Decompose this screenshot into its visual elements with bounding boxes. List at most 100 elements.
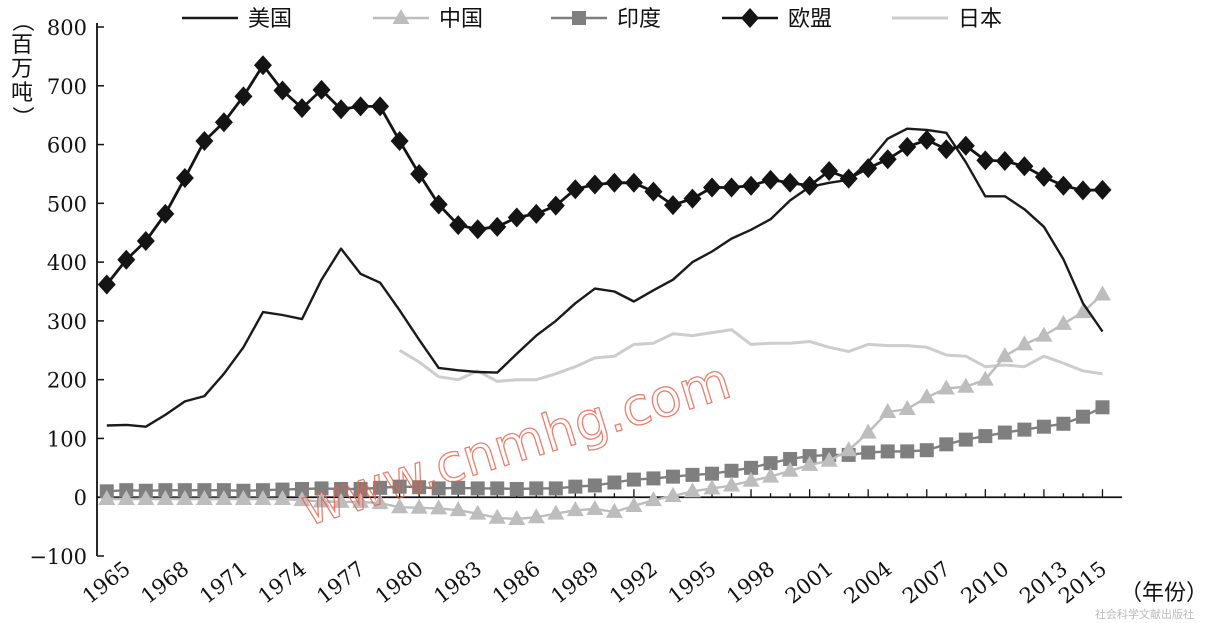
data-point-eu	[722, 177, 741, 198]
data-point-eu	[878, 149, 897, 170]
data-point-eu	[410, 163, 429, 184]
data-point-china	[937, 379, 955, 395]
data-point-china	[352, 492, 370, 508]
data-point-china	[371, 494, 389, 510]
data-point-china	[98, 489, 116, 505]
data-point-china	[293, 491, 311, 507]
data-point-eu	[234, 86, 253, 107]
data-point-india	[529, 481, 544, 496]
data-point-india	[509, 481, 524, 496]
data-point-india	[353, 481, 368, 496]
data-point-china	[683, 482, 701, 498]
series-layer	[97, 55, 1112, 525]
data-point-india	[1095, 400, 1110, 415]
data-point-eu	[937, 139, 956, 160]
data-point-china	[488, 508, 506, 524]
x-tick-label: 1971	[195, 557, 252, 609]
data-point-china	[996, 347, 1014, 363]
x-tick-label: 1986	[488, 557, 545, 609]
data-point-china	[254, 489, 272, 505]
legend-item-usa: 美国	[182, 7, 292, 32]
data-point-eu	[585, 174, 604, 195]
data-point-eu	[253, 55, 272, 76]
legend-swatch-marker	[572, 11, 586, 25]
x-tick-label: 1980	[371, 557, 428, 609]
data-point-india	[783, 452, 798, 467]
data-point-india	[685, 467, 700, 482]
y-tick-labels: 800 700 600 500 400 300 200 100 0 −100	[29, 16, 87, 569]
data-point-china	[137, 489, 155, 505]
data-point-china	[879, 402, 897, 418]
data-point-india	[665, 469, 680, 484]
data-point-eu	[1093, 179, 1112, 200]
corner-credit: 社会科学文献出版社	[1095, 607, 1194, 621]
data-point-eu	[371, 96, 390, 117]
data-point-india	[939, 437, 954, 452]
data-point-china	[547, 504, 565, 520]
data-point-india	[392, 479, 407, 494]
data-point-eu	[800, 175, 819, 196]
data-point-india	[548, 481, 563, 496]
y-tick-label: 500	[47, 192, 87, 216]
series-usa	[106, 127, 1104, 428]
y-tick-label: 100	[47, 427, 87, 451]
data-point-eu	[683, 188, 702, 209]
data-point-eu	[976, 150, 995, 171]
data-point-eu	[1034, 166, 1053, 187]
data-point-india	[451, 480, 466, 495]
y-tick-label: −100	[29, 545, 87, 569]
data-point-india	[587, 478, 602, 493]
y-tick-label: 600	[47, 134, 87, 158]
data-point-eu	[136, 230, 155, 251]
y-axis-title-char: ）	[9, 106, 34, 128]
data-point-eu	[566, 179, 585, 200]
data-point-china	[625, 497, 643, 513]
x-tick-label: 1989	[547, 557, 604, 609]
data-point-eu	[312, 79, 331, 100]
data-point-china	[762, 467, 780, 483]
data-point-india	[275, 482, 290, 497]
x-tick-label: 2007	[898, 557, 955, 609]
legend-label: 日本	[958, 7, 1002, 32]
data-point-eu	[507, 207, 526, 228]
data-point-china	[449, 501, 467, 517]
data-point-india	[295, 481, 309, 496]
legend-item-india: 印度	[551, 7, 661, 32]
legend-label: 美国	[248, 7, 292, 32]
data-point-india	[314, 481, 329, 496]
data-point-india	[958, 432, 973, 447]
x-tick-label: 2001	[781, 557, 838, 609]
data-point-eu	[839, 168, 858, 189]
data-point-eu	[175, 168, 194, 189]
data-point-eu	[546, 195, 565, 216]
y-axis-title-char: 百	[11, 33, 33, 58]
data-point-eu	[742, 175, 761, 196]
series-japan	[398, 328, 1103, 383]
legend-swatch-marker	[741, 8, 759, 28]
data-point-china	[605, 502, 623, 518]
data-point-india	[431, 481, 446, 496]
series-china	[98, 285, 1111, 525]
data-point-eu	[605, 172, 624, 193]
legend-item-eu: 欧盟	[722, 7, 832, 32]
x-tick-label: 1995	[664, 557, 721, 609]
x-tick-label: 1977	[312, 557, 369, 609]
data-point-eu	[956, 135, 975, 156]
data-point-china	[1074, 303, 1092, 319]
data-point-eu	[703, 177, 721, 198]
data-point-eu	[468, 219, 487, 240]
data-point-eu	[820, 161, 839, 182]
data-point-china	[1035, 326, 1053, 342]
data-point-eu	[1015, 156, 1034, 177]
data-point-china	[664, 487, 682, 503]
data-point-china	[176, 489, 194, 505]
data-point-eu	[449, 215, 468, 236]
data-point-china	[156, 489, 174, 505]
data-point-india	[490, 481, 505, 496]
data-point-eu	[117, 249, 136, 270]
x-tick-label: 1992	[605, 557, 662, 609]
x-tick-label: 1983	[429, 557, 486, 609]
data-point-eu	[527, 203, 546, 224]
